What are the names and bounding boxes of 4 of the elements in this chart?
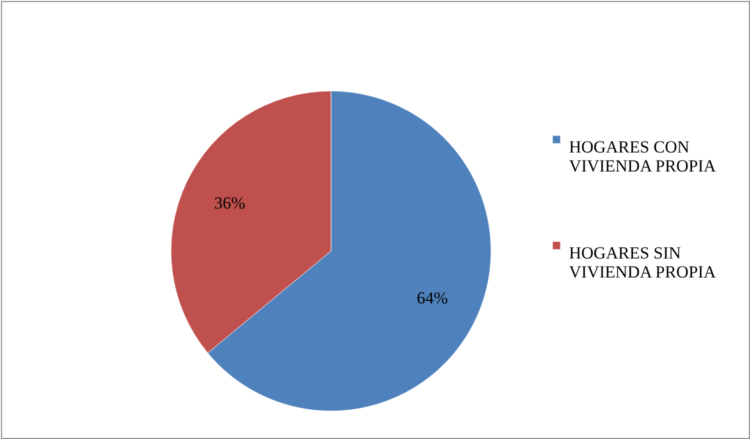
legend-label: HOGARES CON VIVIENDA PROPIA (569, 138, 717, 176)
data-label: 36% (214, 193, 246, 212)
legend-label: HOGARES SIN VIVIENDA PROPIA (569, 244, 717, 282)
data-label: 64% (416, 288, 448, 308)
